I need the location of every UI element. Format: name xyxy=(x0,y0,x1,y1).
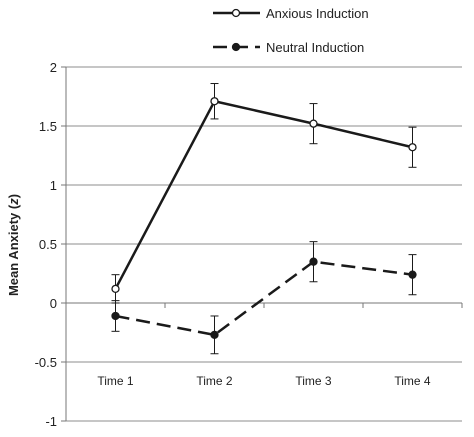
data-point xyxy=(210,330,219,340)
axes: 2 1.5 1 0.5 0 -0.5 -1 Time 1 Time 2 Time 3 Time 4 xyxy=(35,60,463,429)
series-line xyxy=(114,99,413,290)
legend-label: Anxious Induction xyxy=(266,6,369,21)
legend-label: Neutral Induction xyxy=(266,40,364,55)
y-tick-label: 0 xyxy=(50,296,57,311)
data-point xyxy=(309,257,318,266)
y-tick-label: 2 xyxy=(50,60,57,75)
series-line xyxy=(115,260,413,337)
legend: Anxious Induction Neutral Induction xyxy=(213,6,369,55)
data-point xyxy=(408,270,417,279)
y-tick-label: -1 xyxy=(45,414,57,429)
x-tick-label: Time 4 xyxy=(394,374,431,388)
x-tick-label: Time 1 xyxy=(97,374,134,388)
y-axis-label: Mean Anxiety (z) xyxy=(6,194,21,296)
data-point xyxy=(111,311,120,321)
y-tick-label: 1.5 xyxy=(39,119,57,134)
x-tick-label: Time 3 xyxy=(295,374,332,388)
data-point xyxy=(111,284,120,293)
gridlines xyxy=(66,66,462,422)
data-point xyxy=(408,143,417,152)
y-tick-label: 1 xyxy=(50,178,57,193)
data-point xyxy=(309,119,318,128)
legend-marker xyxy=(231,42,241,52)
legend-marker xyxy=(231,8,241,18)
series-layer xyxy=(111,83,417,355)
y-tick-label: -0.5 xyxy=(35,355,57,370)
data-point xyxy=(210,97,219,106)
y-tick-label: 0.5 xyxy=(39,237,57,252)
x-tick-label: Time 2 xyxy=(196,374,233,388)
